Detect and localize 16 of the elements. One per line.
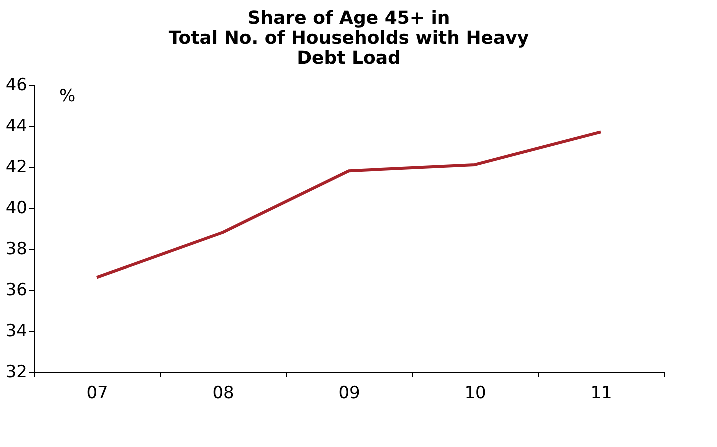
y-tick-label: 40 xyxy=(6,198,28,218)
y-tick-label: 38 xyxy=(6,240,28,260)
y-tick-label: 34 xyxy=(6,322,28,342)
y-axis-title: % xyxy=(60,86,76,106)
x-tick-label: 11 xyxy=(590,384,612,404)
x-tick-label: 07 xyxy=(86,384,108,404)
x-tick-label: 09 xyxy=(338,384,360,404)
line-series xyxy=(96,130,602,280)
x-tick-label: 10 xyxy=(464,384,486,404)
y-tick-label: 42 xyxy=(6,158,28,178)
x-tick-label: 08 xyxy=(212,384,234,404)
y-tick-label: 44 xyxy=(6,116,28,136)
chart-title: Share of Age 45+ in Total No. of Households with Heavy Debt Load xyxy=(168,8,530,69)
y-tick-label: 36 xyxy=(6,280,28,300)
y-tick-label: 46 xyxy=(6,76,28,96)
y-tick-label: 32 xyxy=(6,362,28,382)
